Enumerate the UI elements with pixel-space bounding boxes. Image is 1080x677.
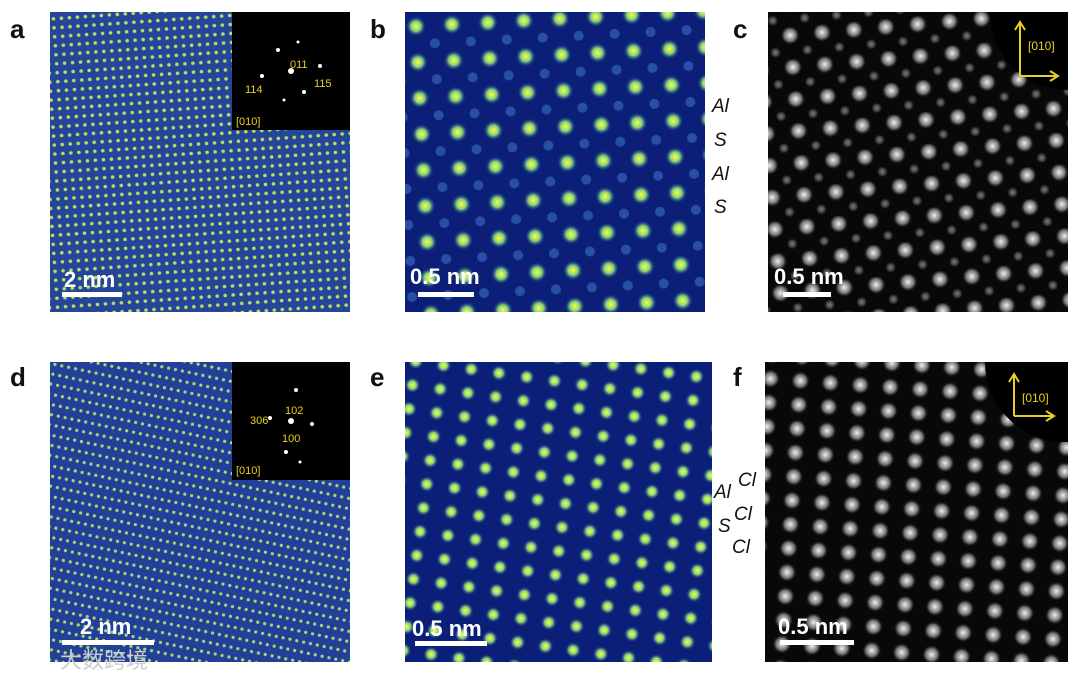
zone-axis: [010] xyxy=(236,465,260,477)
panel-label: a xyxy=(10,14,25,44)
axis-arrows xyxy=(1008,372,1056,422)
annotation: Al xyxy=(713,482,732,503)
scale-bar xyxy=(62,292,122,297)
fft-spots xyxy=(268,388,314,464)
scale-bar xyxy=(62,640,154,645)
annotation: Cl xyxy=(732,537,751,558)
fft-label: 115 xyxy=(314,78,332,90)
fft-label: 114 xyxy=(245,84,263,96)
scale-label: 2 nm xyxy=(80,614,131,639)
panel-label: b xyxy=(370,14,386,44)
fft-label: 102 xyxy=(285,405,303,417)
scale-bar xyxy=(418,292,474,297)
scale-label: 0.5 nm xyxy=(774,264,844,289)
corner xyxy=(990,12,1068,90)
scale-label: 0.5 nm xyxy=(778,614,848,639)
scale-bar xyxy=(780,640,854,645)
watermark: 大数跨境 xyxy=(60,648,148,673)
scale-label: 0.5 nm xyxy=(410,264,480,289)
direction: [010] xyxy=(1028,39,1055,53)
axis-arrows xyxy=(1014,20,1060,82)
fft-label: 306 xyxy=(250,415,268,427)
scale-label: 0.5 nm xyxy=(412,616,482,641)
scale-bar xyxy=(415,641,487,646)
fft-spots xyxy=(260,40,322,102)
annotation: Cl xyxy=(738,470,757,491)
panel-label: e xyxy=(370,362,384,392)
image xyxy=(405,362,712,662)
corner xyxy=(985,362,1068,443)
fft-label: 100 xyxy=(282,433,300,445)
panel-label: f xyxy=(733,362,742,392)
panel-label: d xyxy=(10,362,26,392)
annotation: S xyxy=(718,516,731,537)
image xyxy=(405,12,705,312)
annotation: Cl xyxy=(734,504,753,525)
scale-label: 2 nm xyxy=(64,267,115,292)
direction: [010] xyxy=(1022,391,1049,405)
annotation: S xyxy=(714,197,727,218)
annotation: Al xyxy=(711,96,730,117)
zone-axis: [010] xyxy=(236,116,260,128)
fft-label: 011 xyxy=(290,59,308,71)
annotation: S xyxy=(714,130,727,151)
panel-label: c xyxy=(733,14,747,44)
annotation: Al xyxy=(711,164,730,185)
scale-bar xyxy=(783,292,831,297)
